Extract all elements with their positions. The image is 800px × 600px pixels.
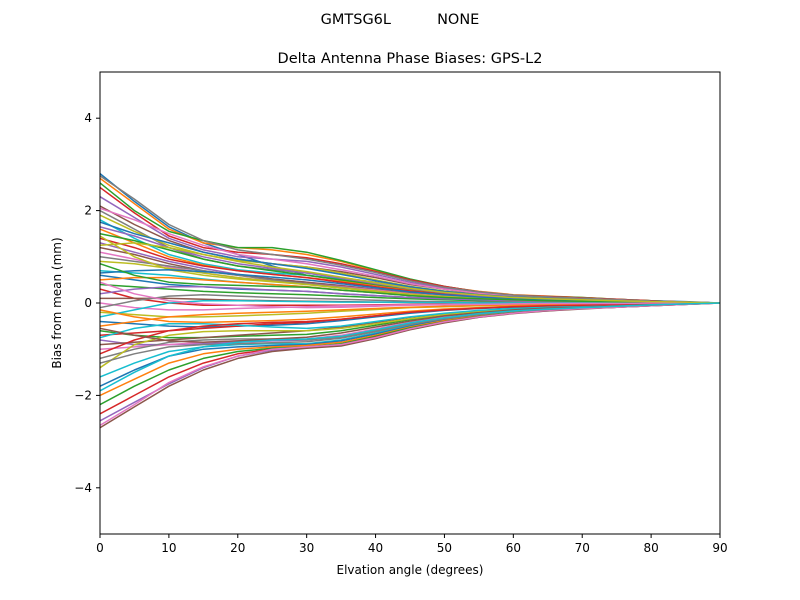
x-tick-label: 30 (299, 541, 314, 555)
x-tick-label: 0 (96, 541, 104, 555)
chart-title: Delta Antenna Phase Biases: GPS-L2 (278, 51, 543, 67)
x-tick-label: 10 (161, 541, 176, 555)
x-tick-label: 40 (368, 541, 383, 555)
series-line-60 (100, 302, 720, 392)
series-group (100, 173, 720, 429)
x-tick-label: 20 (230, 541, 245, 555)
series-line-54 (100, 302, 720, 355)
y-tick-label: 4 (84, 111, 92, 125)
y-tick-label: −4 (74, 481, 92, 495)
series-line-59 (100, 242, 720, 304)
series-line-47 (100, 302, 720, 427)
x-tick-label: 50 (437, 541, 452, 555)
series-line-48 (100, 175, 720, 304)
y-tick-label: −2 (74, 388, 92, 402)
y-tick-label: 0 (84, 296, 92, 310)
x-tick-label: 80 (643, 541, 658, 555)
series-line-53 (100, 262, 720, 304)
figure-suptitle: GMTSG6L NONE (321, 12, 480, 28)
x-tick-label: 60 (506, 541, 521, 555)
x-axis-label: Elvation angle (degrees) (337, 563, 484, 577)
y-tick-label: 2 (84, 204, 92, 218)
x-axis: 0 10 20 30 40 50 60 70 80 90 (96, 534, 728, 555)
series-line-57 (100, 281, 720, 309)
x-tick-label: 70 (575, 541, 590, 555)
y-axis: −4 −2 0 2 4 (74, 111, 100, 495)
x-tick-label: 90 (712, 541, 727, 555)
y-axis-label: Bias from mean (mm) (50, 237, 64, 368)
